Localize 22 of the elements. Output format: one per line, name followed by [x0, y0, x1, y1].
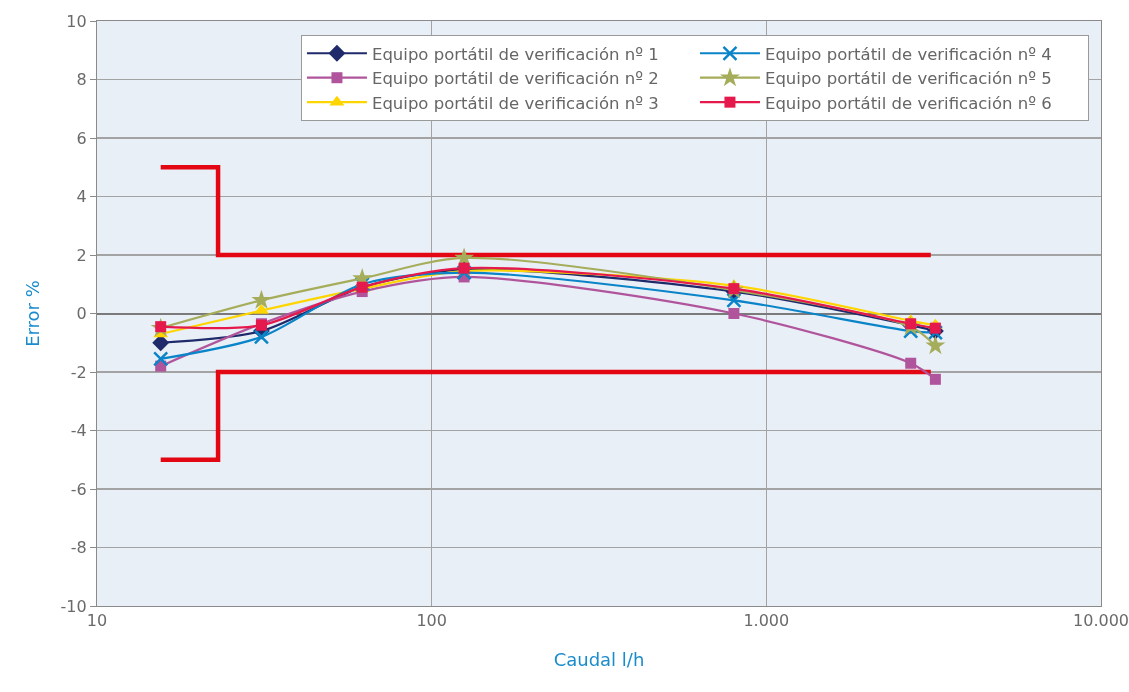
x-axis-title: Caudal l/h [553, 649, 645, 671]
legend-label: Equipo portátil de verificación nº 1 [371, 44, 659, 64]
y-tick-label: 8 [76, 70, 87, 90]
x-tick-label: 100 [416, 611, 447, 631]
y-tick-label: 2 [76, 245, 87, 265]
legend-label: Equipo portátil de verificación nº 5 [764, 69, 1052, 89]
y-axis-title: Error % [21, 280, 43, 347]
y-tick-label: 0 [76, 304, 87, 324]
y-tick-label: -4 [70, 421, 87, 441]
y-tick-label: -8 [70, 538, 87, 558]
y-tick-label: 4 [76, 187, 87, 207]
legend-label: Equipo portátil de verificación nº 6 [764, 93, 1052, 113]
y-tick-label: -10 [60, 596, 87, 616]
y-tick-label: -2 [70, 362, 87, 382]
legend-label: Equipo portátil de verificación nº 3 [371, 93, 659, 113]
x-tick-label: 10.000 [1073, 611, 1129, 631]
y-tick-label: 10 [66, 11, 87, 31]
x-tick-label: 1.000 [743, 611, 790, 631]
y-tick-label: -6 [70, 479, 87, 499]
legend-label: Equipo portátil de verificación nº 4 [764, 44, 1052, 64]
y-tick-label: 6 [76, 128, 87, 148]
legend-label: Equipo portátil de verificación nº 2 [371, 69, 659, 89]
